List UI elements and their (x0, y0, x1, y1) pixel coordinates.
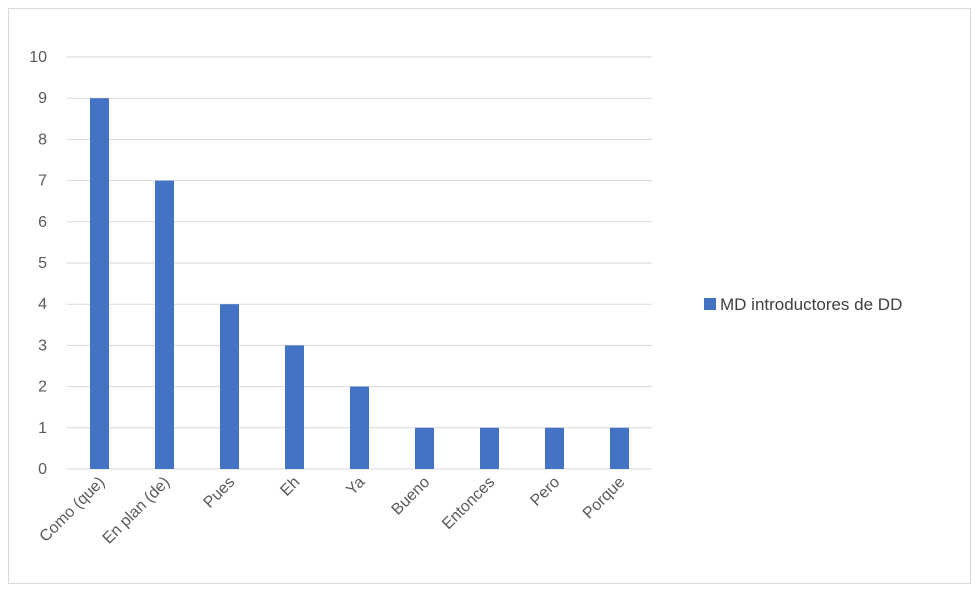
x-category-label: En plan (de) (100, 474, 174, 548)
bar-eh (285, 345, 304, 469)
bar-como-que (90, 98, 109, 469)
x-category-label: Pero (527, 474, 563, 510)
x-category-label: Eh (277, 474, 303, 500)
y-tick-label-9: 9 (38, 90, 47, 107)
y-tick-label-6: 6 (38, 214, 47, 231)
bar-chart: 0 1 2 3 4 5 6 7 8 9 10 Como (que)En plan (de) Pues E… (29, 49, 902, 548)
x-category-label: Porque (580, 474, 629, 523)
bar-entonces (480, 427, 499, 469)
legend-label: MD introductores de DD (720, 295, 902, 314)
y-tick-label-0: 0 (38, 461, 47, 478)
legend: MD introductores de DD (704, 295, 902, 314)
chart-frame: 0 1 2 3 4 5 6 7 8 9 10 Como (que) En plan (de) Pues E… (8, 8, 971, 584)
bars (90, 98, 629, 469)
bar-ya (350, 386, 369, 469)
bar-pues (220, 304, 239, 469)
y-tick-label-8: 8 (38, 131, 47, 148)
y-tick-label-5: 5 (38, 255, 47, 272)
legend-swatch (704, 298, 716, 310)
bar-porque (610, 427, 629, 469)
x-category-label: Como (que) (37, 474, 109, 546)
x-category-label: Pues (201, 474, 239, 512)
y-tick-label-1: 1 (38, 420, 47, 437)
y-tick-label-4: 4 (38, 296, 47, 313)
x-category-label: Ya (343, 474, 368, 499)
bar-pero (545, 427, 564, 469)
y-tick-label-3: 3 (38, 337, 47, 354)
y-tick-label-10: 10 (29, 49, 47, 66)
x-axis-category-labels: Como (que)En plan (de) Pues Eh Ya Bueno Enton… (37, 474, 629, 548)
bar-en-plan-de (155, 180, 174, 469)
y-axis-tick-labels: 0 1 2 3 4 5 6 7 8 9 10 (29, 49, 47, 478)
y-tick-label-7: 7 (38, 173, 47, 190)
x-category-label: Bueno (389, 474, 434, 519)
y-tick-label-2: 2 (38, 379, 47, 396)
bar-bueno (415, 427, 434, 469)
x-category-label: Entonces (439, 474, 498, 533)
